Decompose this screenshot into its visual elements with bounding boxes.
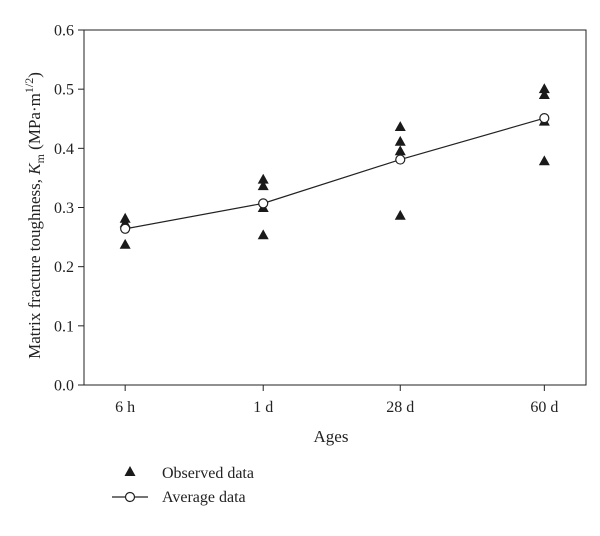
axes xyxy=(83,29,587,386)
observed-data-point xyxy=(119,238,131,249)
average-data-line xyxy=(125,117,545,230)
legend-average-marker xyxy=(124,491,136,503)
y-tick-label: 0.6 xyxy=(54,23,74,40)
x-tick-label: 60 d xyxy=(530,399,558,416)
legend: Observed data Average data xyxy=(112,465,254,506)
y-tick-label: 0.1 xyxy=(54,318,74,335)
y-axis-label: Matrix fracture toughness, Km (MPa·m1/2) xyxy=(22,72,47,359)
x-tick-label: 1 d xyxy=(253,399,273,416)
average-data-point xyxy=(395,154,406,165)
x-tick-label: 28 d xyxy=(386,399,414,416)
observed-data-point xyxy=(394,135,406,146)
plot-frame xyxy=(83,29,587,386)
x-axis-label: Ages xyxy=(314,427,349,446)
average-data-point xyxy=(258,198,269,209)
y-tick-label: 0.4 xyxy=(54,141,74,158)
legend-observed-label: Observed data xyxy=(162,465,254,482)
y-tick-label: 0.2 xyxy=(54,259,74,276)
legend-observed-marker xyxy=(124,466,136,476)
y-tick-label: 0.5 xyxy=(54,82,74,99)
observed-data-point xyxy=(257,180,269,191)
observed-data-point xyxy=(394,145,406,156)
observed-data-point xyxy=(538,155,550,166)
average-data-point xyxy=(120,223,131,234)
observed-data-point xyxy=(257,229,269,240)
observed-data-point xyxy=(257,173,269,184)
x-tick-label: 6 h xyxy=(115,399,135,416)
observed-data-point xyxy=(394,121,406,131)
average-data-point xyxy=(539,113,550,124)
data-layer xyxy=(119,83,550,249)
axis-labels: Ages Matrix fracture toughness, Km (MPa·m… xyxy=(22,72,348,446)
y-tick-label: 0.0 xyxy=(54,378,74,395)
y-tick-label: 0.3 xyxy=(54,200,74,217)
legend-average-label: Average data xyxy=(162,489,246,506)
observed-data-point xyxy=(394,209,406,220)
tick-marks: 0.0 0.1 0.2 0.3 0.4 0.5 0.6 6 h 1 d 28 d 60 d xyxy=(54,23,558,417)
observed-data-point xyxy=(538,83,550,94)
observed-data-point xyxy=(538,89,550,100)
